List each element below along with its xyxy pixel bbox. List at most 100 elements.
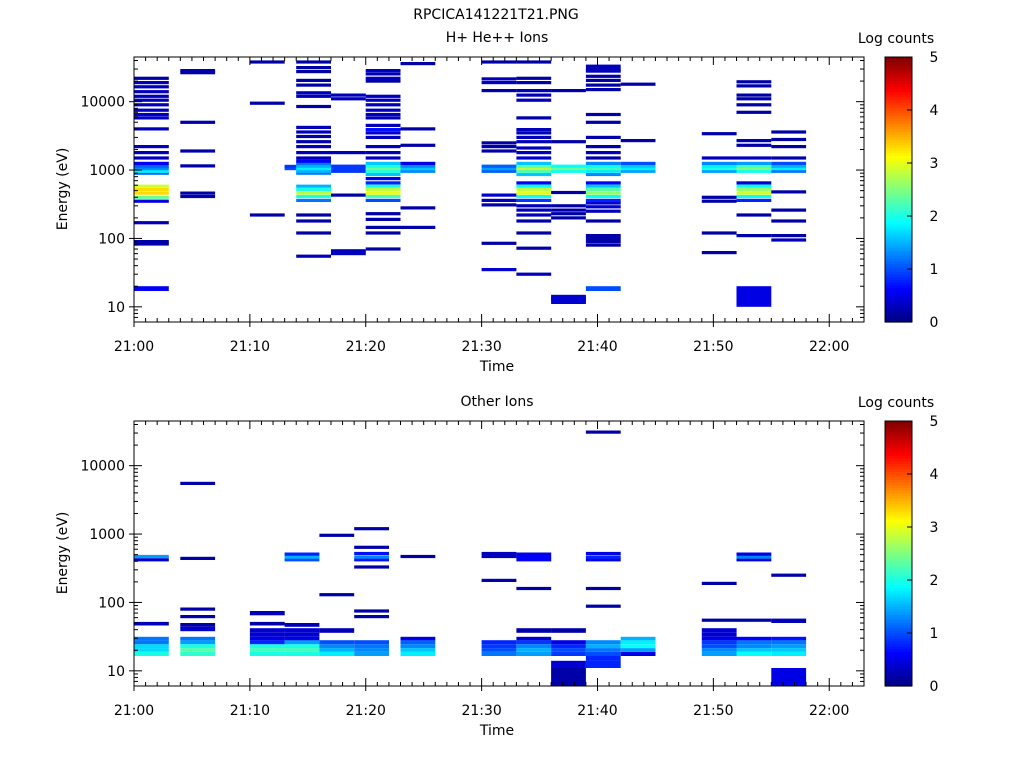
colorbar-segment (885, 640, 912, 645)
heatmap-cell (365, 212, 401, 216)
colorbar-segment (885, 80, 912, 85)
heatmap-cell (771, 219, 807, 223)
heatmap-cell (180, 626, 216, 632)
heatmap-cell (516, 151, 552, 155)
colorbar-segment (885, 282, 912, 286)
colorbar-segment (885, 609, 912, 613)
heatmap-cell (365, 131, 401, 135)
heatmap-cell (249, 632, 285, 637)
colorbar-label: Log counts (858, 31, 934, 47)
colorbar-segment (885, 168, 912, 172)
heatmap-cell (284, 648, 320, 652)
heatmap-cell (481, 141, 517, 145)
heatmap-cell (134, 164, 169, 168)
heatmap-cell (481, 644, 517, 649)
heatmap-cell (516, 76, 552, 80)
heatmap-cell (180, 120, 216, 124)
heatmap-cell (481, 203, 517, 207)
heatmap-cell (365, 167, 401, 171)
heatmap-cell (585, 164, 621, 168)
heatmap-cell (516, 131, 552, 135)
heatmap-cell (284, 552, 320, 556)
heatmap-cell (134, 240, 169, 244)
colorbar-segment (885, 656, 912, 661)
heatmap-cell (585, 604, 621, 608)
heatmap-cell (516, 187, 552, 192)
heatmap-cell (736, 640, 772, 645)
colorbar-segment (885, 625, 912, 629)
heatmap-cell (134, 644, 169, 649)
heatmap-cell (736, 164, 772, 168)
heatmap-cell (516, 219, 552, 223)
colorbar-segment (885, 431, 912, 435)
colorbar-segment (885, 88, 912, 93)
heatmap-cell (365, 194, 401, 199)
heatmap-cell (180, 651, 216, 656)
heatmap-cell (736, 80, 772, 84)
colorbar-segment (885, 218, 912, 222)
heatmap-cell (319, 628, 355, 633)
heatmap-cell (296, 169, 331, 173)
heatmap-cell (400, 62, 436, 66)
colorbar-segment (885, 434, 912, 438)
heatmap-cell (701, 156, 737, 160)
heatmap-cell (585, 558, 621, 562)
heatmap-cell (701, 195, 737, 199)
heatmap-cell (400, 161, 436, 165)
heatmap-cell (585, 83, 621, 87)
heatmap-cell (365, 169, 401, 173)
heatmap-cell (620, 640, 656, 645)
heatmap-cell (701, 640, 737, 645)
heatmap-cell (365, 187, 401, 192)
heatmap-cell (736, 286, 772, 307)
heatmap-cell (134, 167, 169, 171)
heatmap-cell (771, 156, 807, 160)
heatmap-cell (134, 151, 169, 155)
heatmap-cell (180, 191, 216, 195)
colorbar-segment (885, 664, 912, 669)
heatmap-cell (701, 164, 737, 168)
x-tick-label: 21:20 (346, 703, 386, 719)
heatmap-cell (620, 82, 656, 86)
heatmap-cell (516, 81, 552, 85)
colorbar-segment (885, 250, 912, 254)
colorbar-segment (885, 508, 912, 512)
heatmap-cell (620, 139, 656, 143)
colorbar-segment (885, 234, 912, 238)
heatmap-cell (516, 552, 552, 556)
heatmap-cell (134, 558, 169, 562)
heatmap-cell (516, 156, 552, 160)
heatmap-cell (354, 640, 389, 645)
colorbar-segment (885, 176, 912, 180)
heatmap-cell (516, 194, 552, 199)
heatmap-cell (771, 238, 807, 242)
colorbar-segment (885, 157, 912, 161)
colorbar-segment (885, 102, 912, 106)
colorbar-segment (885, 271, 912, 275)
heatmap-cell (365, 98, 401, 102)
heatmap-cell (516, 181, 552, 185)
heatmap-cell (134, 191, 169, 195)
heatmap-cell (180, 607, 216, 611)
x-axis-label: Time (479, 723, 514, 739)
heatmap-cell (134, 161, 169, 165)
heatmap-cell (365, 69, 401, 73)
colorbar-segment (885, 223, 912, 228)
heatmap-cell (585, 156, 621, 160)
heatmap-cell (296, 167, 331, 171)
heatmap-cell (400, 225, 436, 229)
heatmap-cell (585, 430, 621, 434)
heatmap-cell (585, 656, 621, 661)
heatmap-cell (400, 167, 436, 171)
heatmap-cell (771, 640, 807, 645)
heatmap-cell (134, 651, 169, 656)
colorbar-segment (885, 529, 912, 533)
colorbar-segment (885, 319, 912, 323)
heatmap-cell (180, 648, 216, 652)
heatmap-cell (134, 81, 169, 85)
heatmap-cell (771, 190, 807, 194)
heatmap-cell (481, 268, 517, 272)
colorbar-segment (885, 165, 912, 169)
y-tick-label: 1000 (89, 527, 125, 543)
colorbar-frame (884, 420, 913, 687)
